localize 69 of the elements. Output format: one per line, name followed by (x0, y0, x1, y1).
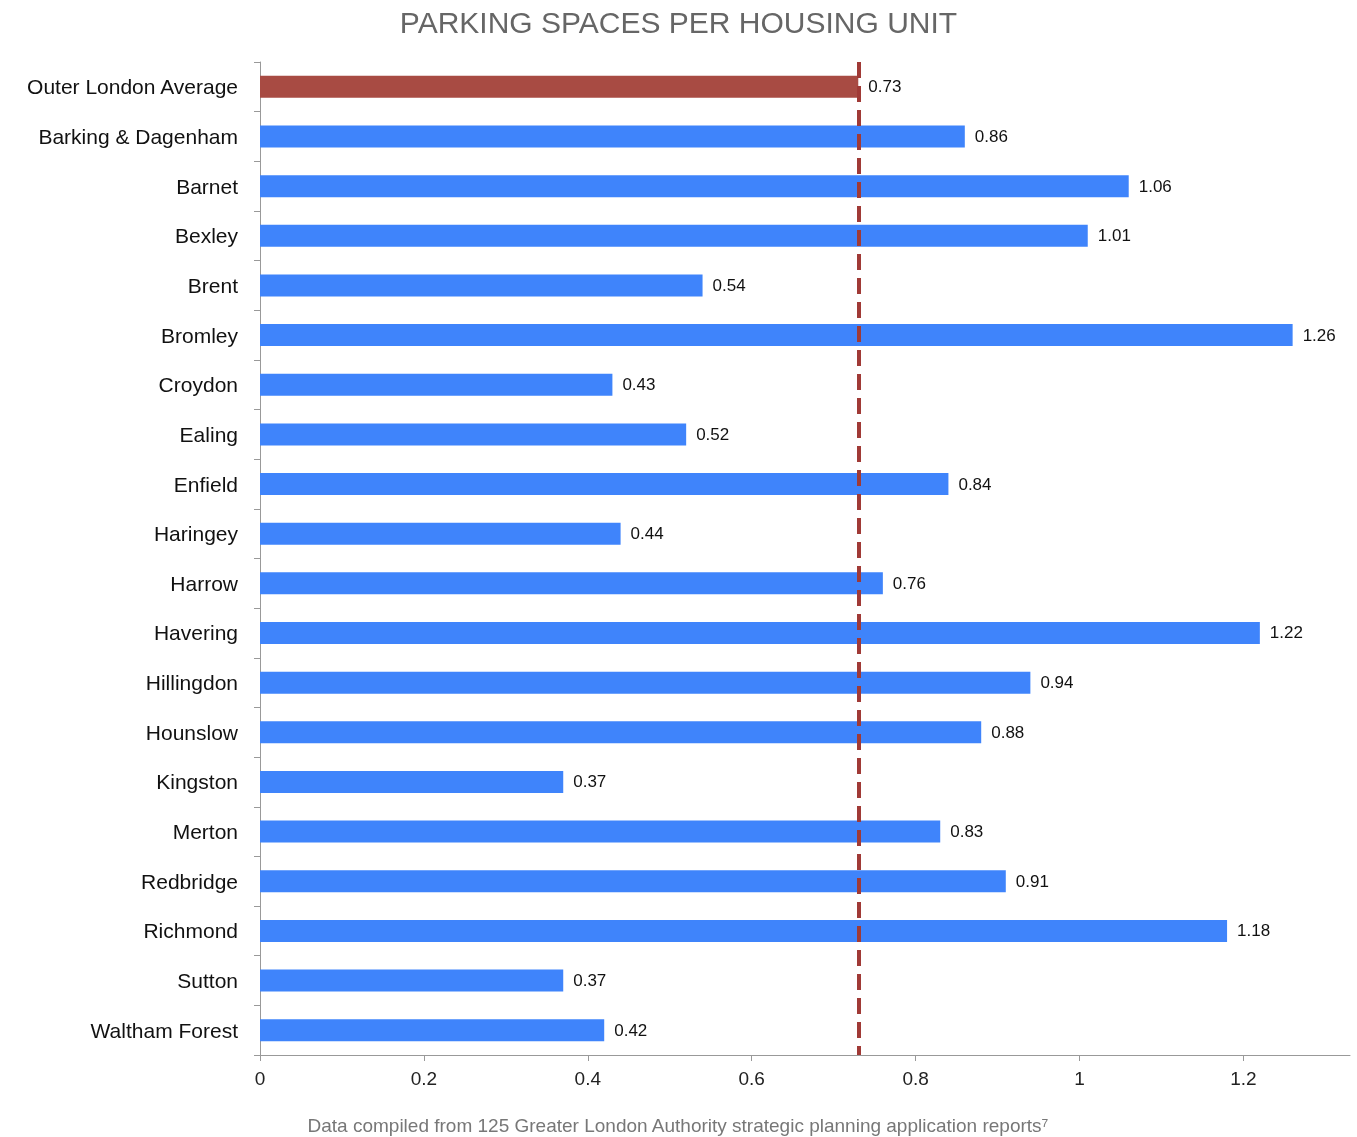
y-tick-label: Merton (172, 820, 238, 844)
data-label: 0.84 (958, 474, 992, 494)
bar (260, 324, 1293, 347)
bar (260, 621, 1260, 644)
bar (260, 75, 859, 98)
bar (260, 224, 1088, 247)
x-tick-label: 0.4 (574, 1068, 602, 1089)
y-tick-label: Sutton (177, 969, 238, 993)
y-tick-label: Haringey (153, 522, 239, 546)
data-label: 0.37 (573, 772, 607, 792)
y-tick-label: Bromley (160, 323, 239, 347)
data-label: 0.94 (1040, 673, 1074, 693)
data-label: 0.88 (991, 722, 1025, 742)
data-label: 0.44 (630, 524, 664, 544)
data-label: 0.73 (868, 77, 902, 97)
y-tick-label: Richmond (143, 919, 238, 943)
data-label: 0.83 (950, 822, 984, 842)
bar (260, 522, 621, 545)
y-tick-label: Outer London Average (27, 75, 238, 99)
bar (260, 373, 613, 396)
bar (260, 473, 949, 496)
data-label: 0.43 (622, 375, 656, 395)
data-label: 0.37 (573, 971, 607, 991)
data-label: 1.01 (1097, 226, 1131, 246)
bar (260, 919, 1228, 942)
y-tick-label: Redbridge (141, 869, 238, 893)
y-tick-label: Croydon (158, 373, 238, 397)
data-label: 1.18 (1237, 921, 1271, 941)
y-tick-label: Ealing (179, 422, 238, 446)
bar (260, 175, 1129, 198)
y-tick-label: Havering (153, 621, 238, 645)
bar (260, 820, 941, 843)
y-tick-label: Kingston (156, 770, 238, 794)
y-tick-label: Brent (187, 273, 239, 297)
bar (260, 423, 687, 446)
data-label: 0.42 (614, 1020, 648, 1040)
x-tick-label: 1 (1074, 1068, 1085, 1089)
data-label: 0.54 (712, 275, 746, 295)
bar (260, 969, 564, 992)
data-label: 1.06 (1138, 176, 1172, 196)
chart-title: PARKING SPACES PER HOUSING UNIT (399, 5, 958, 39)
data-label: 0.52 (696, 424, 730, 444)
data-label: 1.26 (1302, 325, 1336, 345)
y-tick-label: Hillingdon (145, 671, 238, 695)
y-tick-label: Barnet (176, 174, 239, 198)
x-tick-label: 1.2 (1230, 1068, 1257, 1089)
y-tick-label: Waltham Forest (90, 1018, 239, 1042)
bar (260, 572, 883, 595)
bar (260, 870, 1006, 893)
y-tick-label: Harrow (170, 571, 239, 595)
y-tick-label: Bexley (174, 224, 239, 248)
data-label: 1.22 (1269, 623, 1303, 643)
data-label: 0.86 (974, 126, 1008, 146)
x-tick-label: 0.2 (410, 1068, 438, 1089)
x-tick-label: 0 (254, 1068, 266, 1089)
bar (260, 125, 965, 148)
bar (260, 1019, 605, 1042)
text: Data compiled from 125 Greater London Authority strategic planning application reports⁷ (307, 1115, 1049, 1136)
x-tick-label: 0.8 (902, 1068, 929, 1089)
y-tick-label: Barking & Dagenham (38, 124, 238, 148)
bar (260, 274, 703, 297)
y-tick-label: Enfield (173, 472, 238, 496)
x-tick-label: 0.6 (738, 1068, 765, 1089)
bar (260, 770, 564, 793)
data-label: 0.76 (892, 573, 926, 593)
y-tick-label: Hounslow (145, 720, 239, 744)
bar (260, 721, 982, 744)
data-label: 0.91 (1015, 871, 1049, 891)
bar (260, 671, 1031, 694)
